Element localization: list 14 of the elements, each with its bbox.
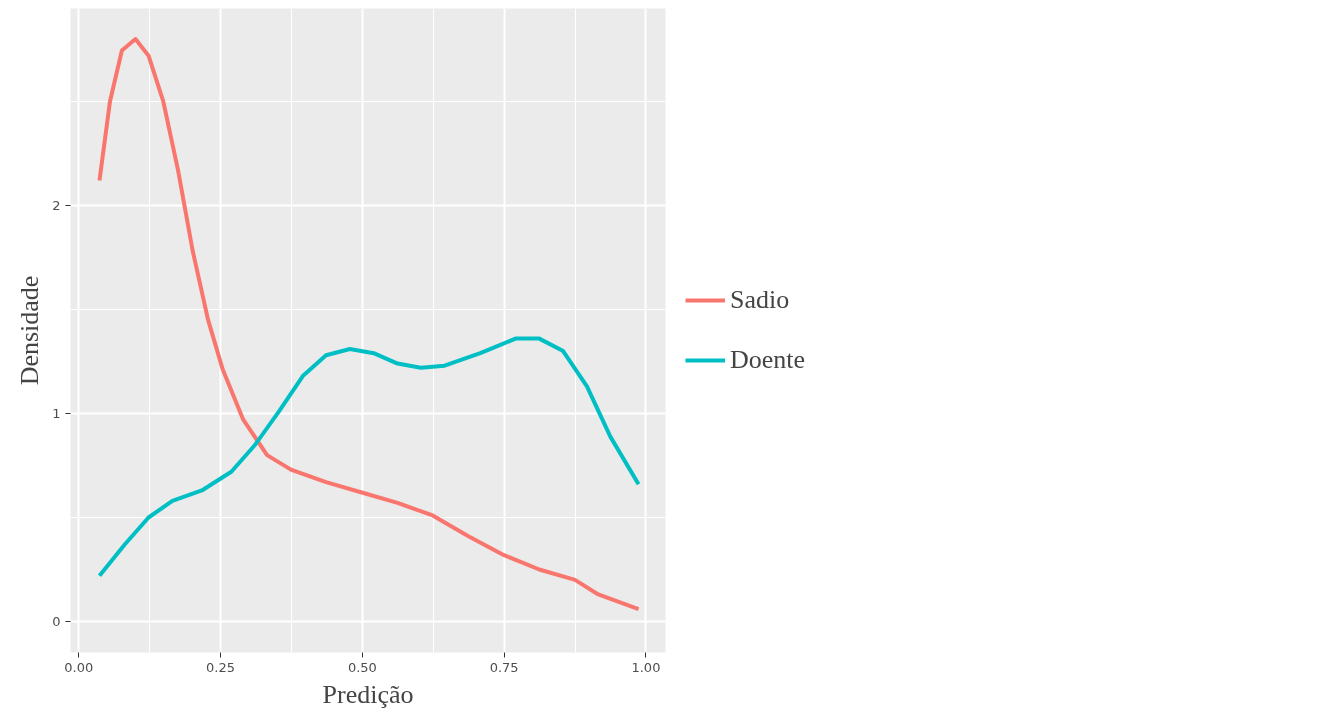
y-tick-label: 0 bbox=[52, 614, 61, 630]
x-tick-label: 0.50 bbox=[347, 659, 377, 675]
legend-label: Doente bbox=[730, 344, 807, 376]
x-tick-label: 1.00 bbox=[631, 659, 661, 675]
y-axis-title: Densidade bbox=[15, 275, 45, 386]
line-series bbox=[97, 336, 641, 578]
x-tick-label: 0.25 bbox=[206, 659, 236, 675]
x-axis-title: Predição bbox=[322, 679, 414, 709]
x-tick-label: 0.00 bbox=[64, 659, 94, 675]
x-tick-label: 0.75 bbox=[489, 659, 519, 675]
legend-label: Sadio bbox=[730, 284, 791, 316]
y-tick-label: 1 bbox=[52, 406, 61, 421]
line-series bbox=[97, 37, 641, 612]
y-tick-label: 2 bbox=[52, 197, 61, 213]
